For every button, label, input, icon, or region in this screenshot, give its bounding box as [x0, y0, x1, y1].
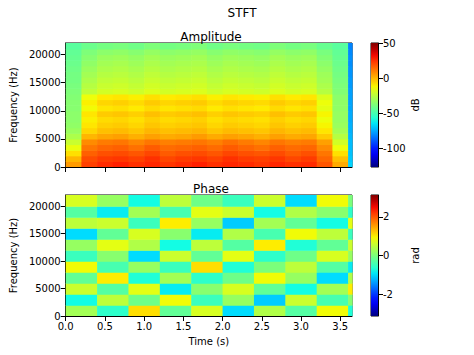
svg-text:-50: -50 [383, 108, 399, 119]
svg-text:20000: 20000 [29, 49, 61, 60]
svg-text:Frequency (Hz): Frequency (Hz) [8, 218, 19, 294]
svg-text:5000: 5000 [35, 133, 60, 144]
svg-text:dB: dB [410, 98, 421, 111]
svg-text:2.0: 2.0 [215, 321, 231, 332]
svg-text:-100: -100 [383, 143, 406, 154]
svg-text:2: 2 [383, 211, 389, 222]
svg-text:3.0: 3.0 [293, 321, 309, 332]
svg-text:Time (s): Time (s) [188, 336, 230, 347]
svg-text:10000: 10000 [29, 256, 61, 267]
svg-text:0.0: 0.0 [58, 321, 74, 332]
svg-text:15000: 15000 [29, 77, 61, 88]
svg-text:10000: 10000 [29, 105, 61, 116]
svg-text:STFT: STFT [228, 6, 258, 20]
svg-text:2.5: 2.5 [254, 321, 270, 332]
svg-text:-2: -2 [383, 289, 393, 300]
svg-text:rad: rad [410, 247, 421, 264]
svg-text:1.0: 1.0 [136, 321, 152, 332]
svg-text:0: 0 [54, 162, 60, 173]
svg-text:50: 50 [383, 38, 396, 49]
svg-text:0: 0 [383, 250, 389, 261]
svg-text:15000: 15000 [29, 228, 61, 239]
svg-text:0: 0 [383, 73, 389, 84]
svg-text:Phase: Phase [193, 182, 229, 196]
svg-text:Frequency (Hz): Frequency (Hz) [8, 67, 19, 143]
svg-text:Amplitude: Amplitude [180, 30, 242, 44]
svg-text:3.5: 3.5 [332, 321, 348, 332]
svg-text:5000: 5000 [35, 283, 60, 294]
svg-text:20000: 20000 [29, 201, 61, 212]
svg-text:0: 0 [54, 310, 61, 322]
svg-text:1.5: 1.5 [175, 321, 191, 332]
svg-text:0.5: 0.5 [97, 321, 113, 332]
